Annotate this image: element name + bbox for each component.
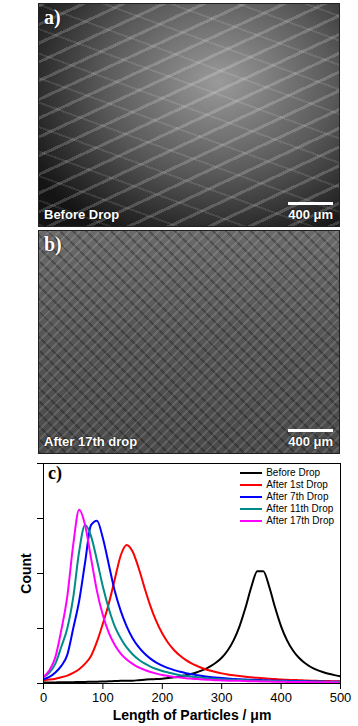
html-text:After 17th Drop: After 17th Drop [266, 515, 334, 526]
html-text:400 μm: 400 μm [288, 207, 333, 222]
html-text:Before Drop: Before Drop [44, 207, 120, 222]
html-text:After 1st Drop: After 1st Drop [266, 479, 328, 490]
html-text:After 7th Drop: After 7th Drop [266, 491, 329, 502]
svg-text:Length of Particles / μm: Length of Particles / μm [113, 707, 272, 723]
html-text:c): c) [48, 463, 62, 483]
svg-text:200: 200 [151, 690, 173, 705]
html-text:Before Drop: Before Drop [266, 467, 321, 478]
html-text:After 17th drop: After 17th drop [44, 434, 138, 449]
html-text:400 μm: 400 μm [288, 434, 333, 449]
svg-text:500: 500 [330, 690, 352, 705]
html-text:After 11th Drop: After 11th Drop [266, 503, 334, 514]
svg-text:400: 400 [270, 690, 292, 705]
svg-text:300: 300 [211, 690, 233, 705]
html-text:a): a) [44, 6, 61, 28]
svg-text:0: 0 [40, 690, 47, 705]
svg-text:Count: Count [18, 553, 34, 594]
svg-text:100: 100 [92, 690, 114, 705]
html-text:b): b) [44, 233, 62, 255]
